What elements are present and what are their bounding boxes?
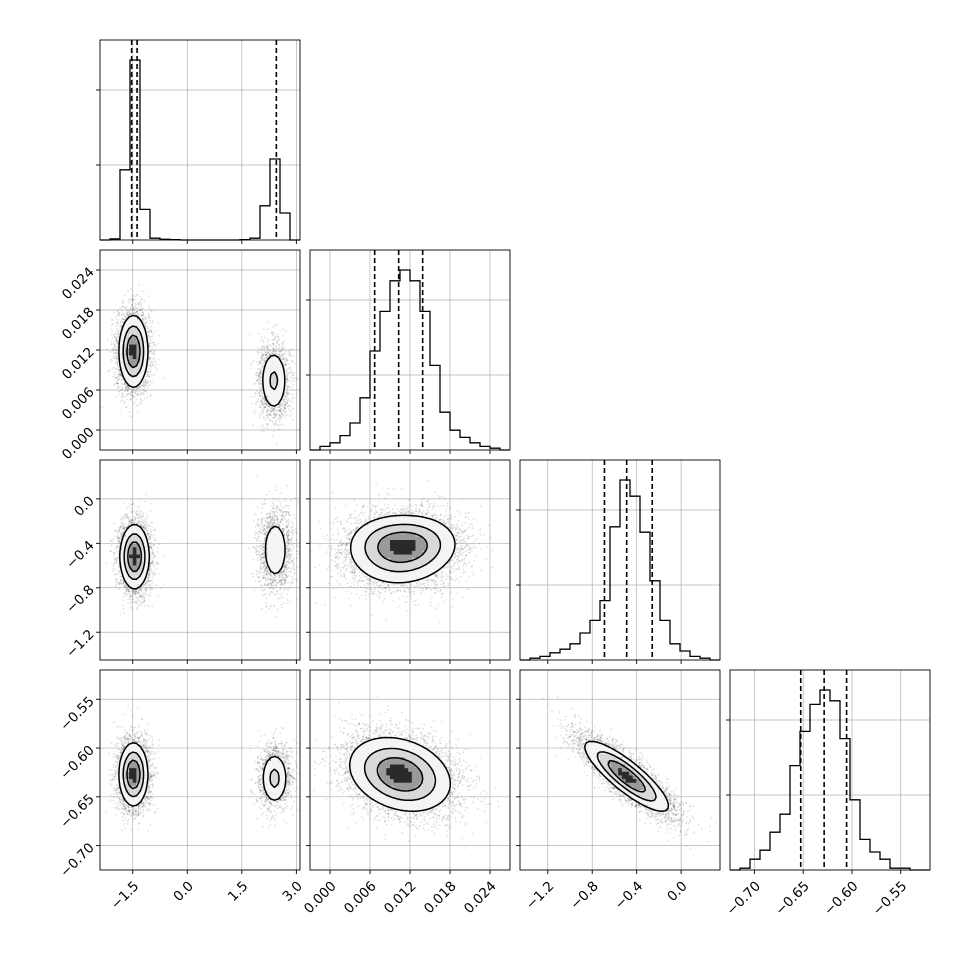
histogram-step-p1 — [310, 269, 510, 451]
scatter-panel-p1-p3 — [310, 670, 510, 870]
contour-line — [123, 533, 146, 580]
histogram-panel-p1 — [306, 250, 510, 451]
histogram-panel-p0 — [96, 40, 300, 241]
contour-line — [122, 751, 280, 798]
contour-line — [377, 531, 428, 564]
contour-line — [127, 541, 142, 572]
hist-p3-frame — [729, 669, 931, 871]
density-shading — [350, 739, 453, 813]
histogram-step-p3 — [730, 689, 930, 871]
histogram-panel-p2 — [516, 460, 720, 661]
hist-p2-frame — [519, 459, 721, 661]
scatter-panel-p0-p2 — [100, 460, 300, 660]
density-contours — [118, 314, 286, 407]
pair-p0-p3-frame — [99, 669, 301, 871]
contour-line — [126, 334, 141, 369]
scatter-panel-p0-p3 — [100, 670, 300, 870]
contour-line — [349, 514, 456, 584]
contour-line — [119, 523, 286, 590]
density-contours — [118, 742, 287, 807]
contour-line — [376, 757, 424, 792]
contour-line — [364, 523, 442, 573]
contour-line — [607, 759, 647, 793]
pair-p0-p2-frame — [99, 459, 301, 661]
contour-line — [126, 759, 141, 790]
contour-line — [348, 736, 452, 812]
contour-line — [118, 314, 286, 407]
hist-p0-frame — [99, 39, 301, 241]
pair-p2-p3-frame — [519, 669, 721, 871]
contour-line — [122, 325, 279, 391]
contour-line — [118, 742, 287, 807]
density-contours — [584, 740, 670, 813]
scatter-panel-p1-p2 — [310, 460, 510, 660]
contour-line — [596, 751, 657, 802]
density-contours — [348, 736, 452, 812]
density-contours — [119, 523, 286, 590]
histogram-panel-p3 — [726, 670, 930, 871]
scatter-panel-p2-p3 — [520, 670, 720, 870]
density-contours — [349, 514, 456, 584]
contour-line — [584, 740, 670, 813]
contour-line — [363, 747, 437, 802]
scatter-panel-p0-p1 — [99, 250, 300, 450]
histogram-step-p2 — [520, 479, 720, 661]
